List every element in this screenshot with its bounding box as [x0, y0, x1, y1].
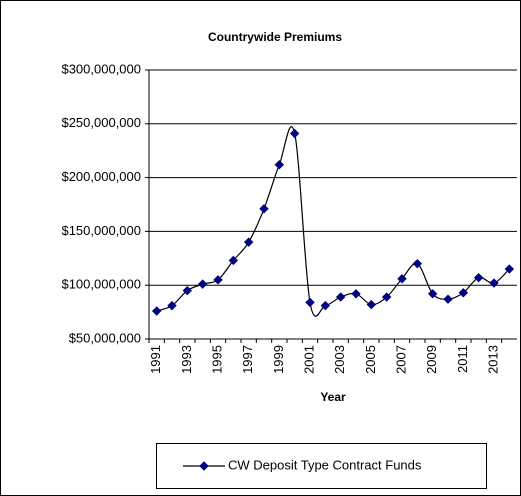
data-point	[259, 204, 269, 214]
x-tick-label: 1993	[179, 345, 194, 374]
data-point	[412, 258, 423, 269]
x-tick-label: 2001	[301, 345, 316, 374]
data-point	[504, 264, 515, 274]
data-point	[381, 292, 392, 302]
x-tick-label: 2005	[363, 345, 378, 374]
data-point	[213, 275, 223, 285]
data-point	[366, 299, 377, 310]
x-tick-label: 1995	[209, 345, 224, 374]
x-tick-label: 1997	[240, 345, 255, 374]
data-point	[289, 128, 300, 139]
y-tick-label: $150,000,000	[61, 223, 141, 238]
x-tick-label: 2003	[332, 345, 347, 374]
x-tick-label: 1999	[271, 345, 286, 374]
chart-title: Countrywide Premiums	[208, 30, 342, 44]
x-tick-label: 2013	[485, 345, 500, 374]
x-tick-label: 2009	[424, 345, 439, 374]
data-point	[167, 300, 177, 311]
data-point	[305, 297, 315, 308]
data-point	[197, 279, 208, 289]
x-tick-label: 1991	[148, 345, 163, 374]
data-point	[151, 306, 162, 316]
data-point	[443, 294, 453, 304]
legend-label: CW Deposit Type Contract Funds	[228, 457, 422, 472]
y-tick-label: $300,000,000	[61, 61, 141, 76]
y-tick-label: $250,000,000	[61, 115, 141, 130]
data-point	[335, 292, 346, 302]
data-point	[427, 289, 438, 299]
data-point	[351, 289, 361, 299]
data-point	[228, 255, 239, 266]
y-tick-label: $100,000,000	[61, 277, 141, 292]
x-axis-title: Year	[320, 390, 346, 404]
x-tick-label: 2011	[455, 345, 470, 373]
data-point	[320, 300, 331, 311]
y-tick-label: $200,000,000	[61, 169, 141, 184]
data-point	[243, 237, 254, 247]
data-point	[182, 285, 193, 296]
data-point	[274, 159, 285, 170]
legend-marker	[199, 461, 209, 471]
data-point	[489, 278, 499, 288]
y-tick-label: $50,000,000	[69, 330, 141, 345]
data-point	[397, 274, 407, 284]
data-point	[473, 272, 484, 283]
data-point	[458, 288, 469, 298]
x-tick-label: 2007	[393, 345, 408, 374]
